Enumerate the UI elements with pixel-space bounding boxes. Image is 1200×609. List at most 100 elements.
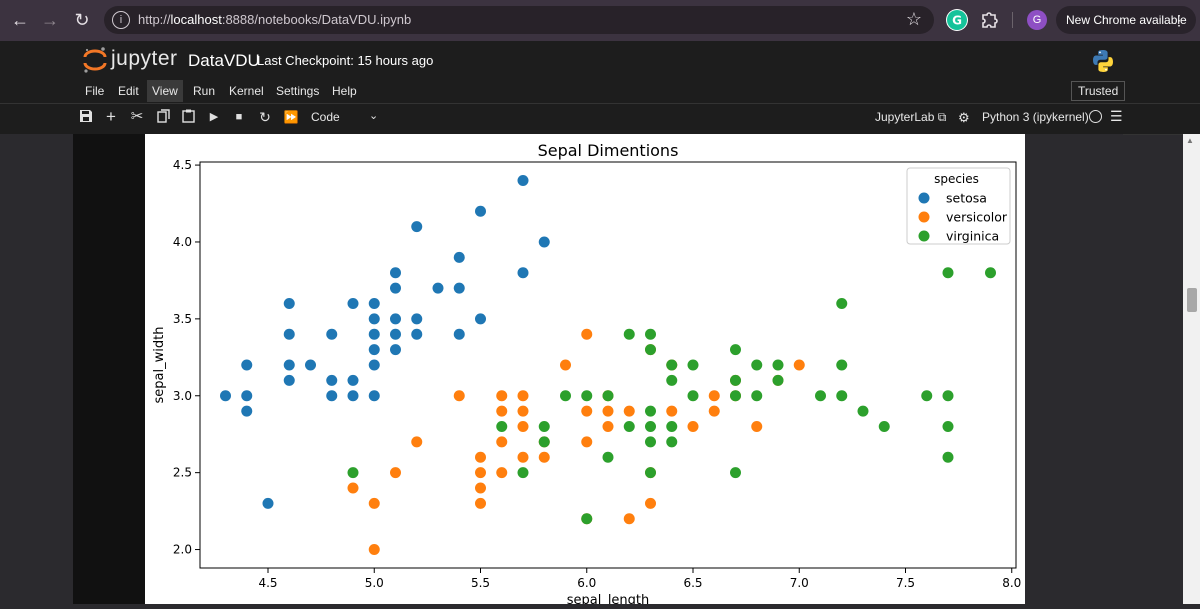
data-point-virginica xyxy=(730,467,741,479)
settings-gear-icon[interactable]: ⚙ xyxy=(958,110,970,125)
kebab-menu-icon[interactable]: ⋮ xyxy=(1172,12,1186,28)
cut-icon[interactable]: ✂ xyxy=(130,108,144,125)
data-point-setosa xyxy=(453,328,465,340)
data-point-versicolor xyxy=(666,405,678,417)
copy-icon[interactable] xyxy=(155,109,171,125)
data-point-versicolor xyxy=(581,436,593,448)
data-point-versicolor xyxy=(517,405,529,417)
menu-run[interactable]: Run xyxy=(193,84,216,98)
forward-arrow-icon[interactable]: → xyxy=(41,10,59,30)
notebook-title[interactable]: DataVDU xyxy=(188,51,260,70)
data-point-virginica xyxy=(942,390,954,402)
data-point-setosa xyxy=(347,374,359,386)
data-point-setosa xyxy=(538,236,550,248)
new-chrome-available-button[interactable]: New Chrome available ⋮ xyxy=(1056,6,1196,34)
data-point-setosa xyxy=(475,313,486,325)
kernel-name[interactable]: Python 3 (ipykernel) xyxy=(982,110,1089,124)
run-cell-icon[interactable]: ▶ xyxy=(209,111,219,123)
chart-title: Sepal Dimentions xyxy=(538,141,679,160)
x-tick-label: 4.5 xyxy=(258,576,277,590)
data-point-virginica xyxy=(730,390,741,402)
cell-output-plot: Sepal Dimentions 4.5 5.0 5.5 6.0 6.5 7.0 7.5 8.… xyxy=(145,134,1025,608)
jupyterlab-link[interactable]: JupyterLab ⧉ xyxy=(875,110,947,124)
bookmark-star-icon[interactable]: ☆ xyxy=(905,9,922,29)
x-tick-label: 5.0 xyxy=(365,576,384,590)
scatter-chart: Sepal Dimentions 4.5 5.0 5.5 6.0 6.5 7.0 7.5 8.… xyxy=(152,141,1021,608)
data-point-virginica xyxy=(772,374,784,386)
restart-kernel-icon[interactable]: ↻ xyxy=(259,109,271,125)
menu-edit[interactable]: Edit xyxy=(118,84,139,98)
menu-kernel[interactable]: Kernel xyxy=(229,84,264,98)
data-point-versicolor xyxy=(687,421,699,433)
y-tick-label: 4.0 xyxy=(173,235,192,249)
data-point-virginica xyxy=(942,267,954,279)
y-tick-label: 2.0 xyxy=(173,543,192,557)
data-point-virginica xyxy=(730,374,741,386)
data-point-setosa xyxy=(368,297,380,309)
data-point-versicolor xyxy=(645,497,656,509)
y-tick-label: 2.5 xyxy=(173,466,192,480)
cell-type-select[interactable]: Code xyxy=(311,110,340,124)
y-axis-label: sepal_width xyxy=(152,327,167,404)
data-point-virginica xyxy=(602,451,614,463)
site-info-icon[interactable]: i xyxy=(112,11,130,29)
data-point-setosa xyxy=(283,359,295,371)
data-point-versicolor xyxy=(390,467,401,479)
interrupt-kernel-icon[interactable]: ■ xyxy=(235,111,243,123)
restart-run-all-icon[interactable]: ⏩ xyxy=(283,110,299,124)
scrollbar[interactable] xyxy=(1183,134,1200,604)
menu-hamburger-icon[interactable]: ☰ xyxy=(1110,108,1123,124)
data-point-versicolor xyxy=(623,405,635,417)
data-point-versicolor xyxy=(602,421,614,433)
data-point-versicolor xyxy=(560,359,571,371)
add-cell-icon[interactable]: + xyxy=(106,107,116,126)
data-point-versicolor xyxy=(581,405,593,417)
legend-label-setosa: setosa xyxy=(946,191,987,206)
left-gutter xyxy=(0,134,73,604)
data-point-virginica xyxy=(942,421,954,433)
menu-help[interactable]: Help xyxy=(332,84,357,98)
data-point-virginica xyxy=(751,390,763,402)
trusted-indicator[interactable]: Trusted xyxy=(1071,81,1126,101)
x-tick-label: 7.5 xyxy=(896,576,915,590)
data-point-versicolor xyxy=(793,359,805,371)
data-point-setosa xyxy=(390,344,401,356)
data-point-setosa xyxy=(241,405,253,417)
menu-file[interactable]: File xyxy=(85,84,105,98)
paste-icon[interactable] xyxy=(180,109,196,125)
url-text[interactable]: http://localhost:8888/notebooks/DataVDU.… xyxy=(138,12,412,27)
scrollbar-thumb[interactable] xyxy=(1187,288,1197,312)
data-point-versicolor xyxy=(517,421,529,433)
data-point-virginica xyxy=(623,328,635,340)
python-logo-icon xyxy=(1090,48,1116,79)
data-point-versicolor xyxy=(751,421,763,433)
kernel-status-icon xyxy=(1089,110,1102,123)
reload-icon[interactable]: ↻ xyxy=(74,10,90,30)
data-point-setosa xyxy=(368,390,380,402)
chevron-down-icon[interactable]: ⌄ xyxy=(369,110,379,122)
jupyter-logo-icon[interactable] xyxy=(82,46,108,79)
scroll-up-arrow-icon[interactable]: ▲ xyxy=(1186,136,1194,145)
profile-avatar[interactable]: G xyxy=(1027,10,1047,30)
data-point-setosa xyxy=(347,390,359,402)
data-point-virginica xyxy=(581,513,593,525)
menu-settings[interactable]: Settings xyxy=(276,84,320,98)
data-point-setosa xyxy=(517,174,529,186)
legend-label-versicolor: versicolor xyxy=(946,210,1008,225)
address-bar[interactable]: i http://localhost:8888/notebooks/DataVD… xyxy=(104,6,934,34)
extensions-puzzle-icon[interactable] xyxy=(979,9,1001,31)
data-point-virginica xyxy=(496,421,508,433)
back-arrow-icon[interactable]: ← xyxy=(11,10,29,30)
data-point-setosa xyxy=(347,297,359,309)
data-point-setosa xyxy=(390,282,401,294)
data-point-setosa xyxy=(432,282,444,294)
data-point-versicolor xyxy=(368,497,380,509)
menu-view[interactable]: View xyxy=(147,80,183,102)
legend-marker-setosa xyxy=(918,192,930,204)
data-point-virginica xyxy=(815,390,826,402)
data-point-versicolor xyxy=(538,451,550,463)
save-icon[interactable] xyxy=(78,109,94,125)
data-point-setosa xyxy=(475,205,486,217)
data-point-virginica xyxy=(772,359,784,371)
grammarly-extension-icon[interactable]: G xyxy=(946,9,968,31)
